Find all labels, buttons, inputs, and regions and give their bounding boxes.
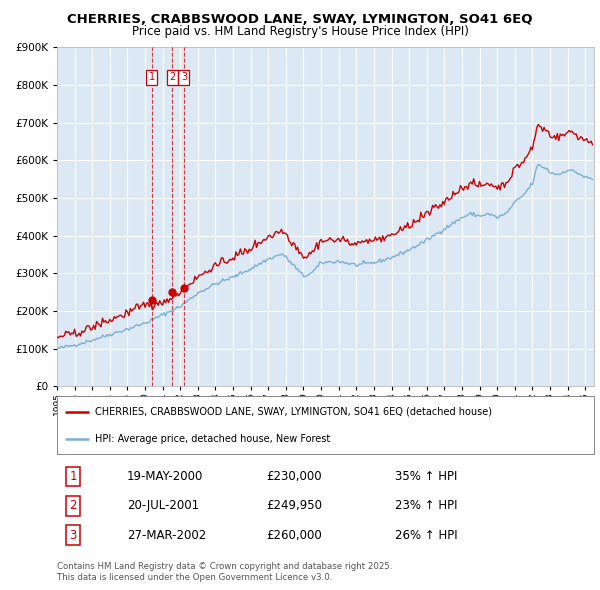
Text: £249,950: £249,950: [266, 499, 322, 513]
Text: 26% ↑ HPI: 26% ↑ HPI: [395, 529, 458, 542]
Text: 19-MAY-2000: 19-MAY-2000: [127, 470, 203, 483]
Text: 20-JUL-2001: 20-JUL-2001: [127, 499, 199, 513]
Text: CHERRIES, CRABBSWOOD LANE, SWAY, LYMINGTON, SO41 6EQ: CHERRIES, CRABBSWOOD LANE, SWAY, LYMINGT…: [67, 13, 533, 26]
Text: 2: 2: [70, 499, 77, 513]
Text: Price paid vs. HM Land Registry's House Price Index (HPI): Price paid vs. HM Land Registry's House …: [131, 25, 469, 38]
Text: 1: 1: [149, 73, 155, 83]
Text: £260,000: £260,000: [266, 529, 322, 542]
Text: 35% ↑ HPI: 35% ↑ HPI: [395, 470, 458, 483]
Text: This data is licensed under the Open Government Licence v3.0.: This data is licensed under the Open Gov…: [57, 573, 332, 582]
Text: CHERRIES, CRABBSWOOD LANE, SWAY, LYMINGTON, SO41 6EQ (detached house): CHERRIES, CRABBSWOOD LANE, SWAY, LYMINGT…: [95, 407, 491, 417]
Text: 23% ↑ HPI: 23% ↑ HPI: [395, 499, 458, 513]
Text: 1: 1: [70, 470, 77, 483]
Text: 3: 3: [181, 73, 187, 83]
Text: 2: 2: [169, 73, 175, 83]
Text: HPI: Average price, detached house, New Forest: HPI: Average price, detached house, New …: [95, 434, 330, 444]
Text: 27-MAR-2002: 27-MAR-2002: [127, 529, 206, 542]
Text: 3: 3: [70, 529, 77, 542]
Text: £230,000: £230,000: [266, 470, 322, 483]
Text: Contains HM Land Registry data © Crown copyright and database right 2025.: Contains HM Land Registry data © Crown c…: [57, 562, 392, 571]
